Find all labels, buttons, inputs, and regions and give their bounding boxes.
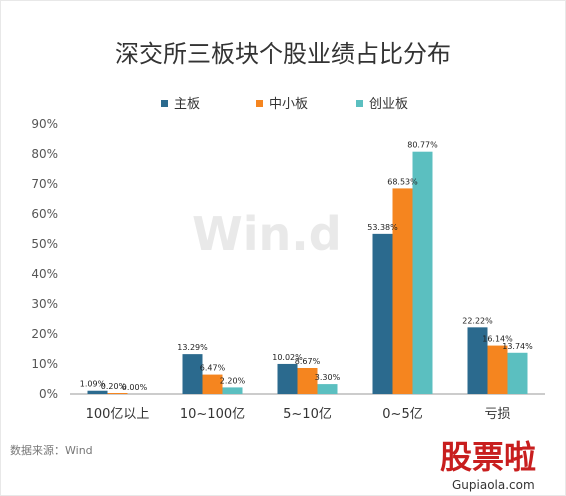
y-tick-label: 60% [31,207,58,221]
data-label: 68.53% [387,177,418,186]
legend-label: 中小板 [269,97,308,112]
data-label: 53.38% [367,223,398,232]
y-tick-label: 30% [31,297,58,311]
data-label: 13.74% [502,342,533,351]
bar [412,151,433,394]
bar [467,327,488,394]
watermark: Win.d [192,207,342,261]
x-category-label: 亏损 [484,407,510,422]
x-axis-categories: 100亿以上 10~100亿 5~10亿 0~5亿 亏损 [86,407,511,422]
bar [372,233,393,394]
bar [487,345,508,394]
bar [507,352,528,394]
bars [87,151,528,394]
data-label: 3.30% [315,373,341,382]
source-note: 数据来源：Wind [10,443,93,457]
data-label: 10.02% [272,353,303,362]
chart-title: 深交所三板块个股业绩占比分布 [115,40,451,68]
data-label: 22.22% [462,316,493,325]
bar [87,390,108,394]
legend-swatch [161,100,168,107]
x-category-label: 100亿以上 [86,407,150,422]
brand-logo: 股票啦 [440,438,536,476]
data-labels: 1.09%0.20%0.00% 13.29% 6.47% 2.20% 10.02%8.6… [80,141,533,392]
legend-label: 主板 [174,97,200,112]
y-axis: 0% 10% 20% 30% 40% 50% 60% 70% 80% 90% [31,117,58,401]
brand-url: Gupiaola.com [452,478,535,492]
y-tick-label: 80% [31,147,58,161]
y-tick-label: 40% [31,267,58,281]
data-label: 6.47% [200,364,226,373]
bar [222,387,243,394]
y-tick-label: 90% [31,117,58,131]
bar [107,393,128,394]
bar [277,363,298,394]
y-tick-label: 50% [31,237,58,251]
legend: 主板 中小板 创业板 [161,97,408,112]
data-label: 0.20% [101,382,127,391]
x-category-label: 10~100亿 [180,407,245,422]
y-tick-label: 70% [31,177,58,191]
data-label: 80.77% [407,141,438,150]
x-category-label: 5~10亿 [283,407,332,422]
data-label: 2.20% [220,376,246,385]
y-tick-label: 10% [31,357,58,371]
y-tick-label: 20% [31,327,58,341]
bar [182,354,203,394]
data-label: 0.00% [122,383,148,392]
bar [317,384,338,394]
legend-swatch [356,100,363,107]
legend-swatch [256,100,263,107]
x-category-label: 0~5亿 [382,407,422,422]
data-label: 16.14% [482,335,513,344]
data-label: 13.29% [177,343,208,352]
data-label: 8.67% [295,357,321,366]
bar [297,367,318,394]
bar [202,374,223,394]
legend-label: 创业板 [369,97,408,112]
bar [392,188,413,394]
data-label: 1.09% [80,380,106,389]
y-tick-label: 0% [39,387,58,401]
